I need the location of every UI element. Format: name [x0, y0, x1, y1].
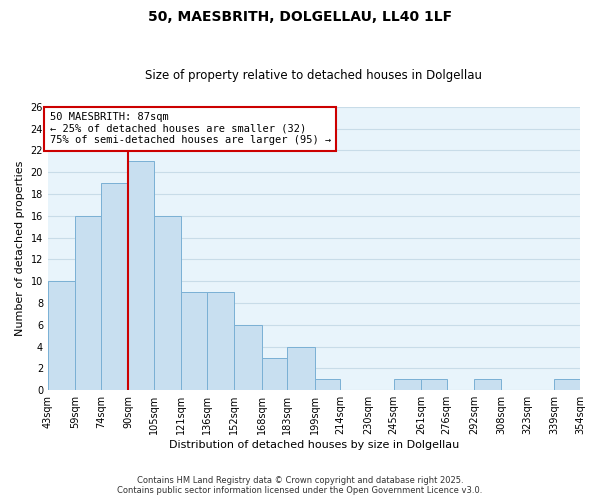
Bar: [315, 380, 340, 390]
Bar: [48, 281, 75, 390]
Bar: [421, 380, 446, 390]
Text: 50 MAESBRITH: 87sqm
← 25% of detached houses are smaller (32)
75% of semi-detach: 50 MAESBRITH: 87sqm ← 25% of detached ho…: [50, 112, 331, 146]
Bar: [154, 216, 181, 390]
Title: Size of property relative to detached houses in Dolgellau: Size of property relative to detached ho…: [145, 69, 482, 82]
Bar: [474, 380, 501, 390]
Bar: [181, 292, 207, 390]
Bar: [75, 216, 101, 390]
X-axis label: Distribution of detached houses by size in Dolgellau: Distribution of detached houses by size …: [169, 440, 459, 450]
Bar: [262, 358, 287, 390]
Bar: [207, 292, 235, 390]
Text: 50, MAESBRITH, DOLGELLAU, LL40 1LF: 50, MAESBRITH, DOLGELLAU, LL40 1LF: [148, 10, 452, 24]
Y-axis label: Number of detached properties: Number of detached properties: [15, 161, 25, 336]
Text: Contains HM Land Registry data © Crown copyright and database right 2025.
Contai: Contains HM Land Registry data © Crown c…: [118, 476, 482, 495]
Bar: [394, 380, 421, 390]
Bar: [101, 183, 128, 390]
Bar: [554, 380, 580, 390]
Bar: [287, 346, 315, 390]
Bar: [128, 162, 154, 390]
Bar: [235, 325, 262, 390]
